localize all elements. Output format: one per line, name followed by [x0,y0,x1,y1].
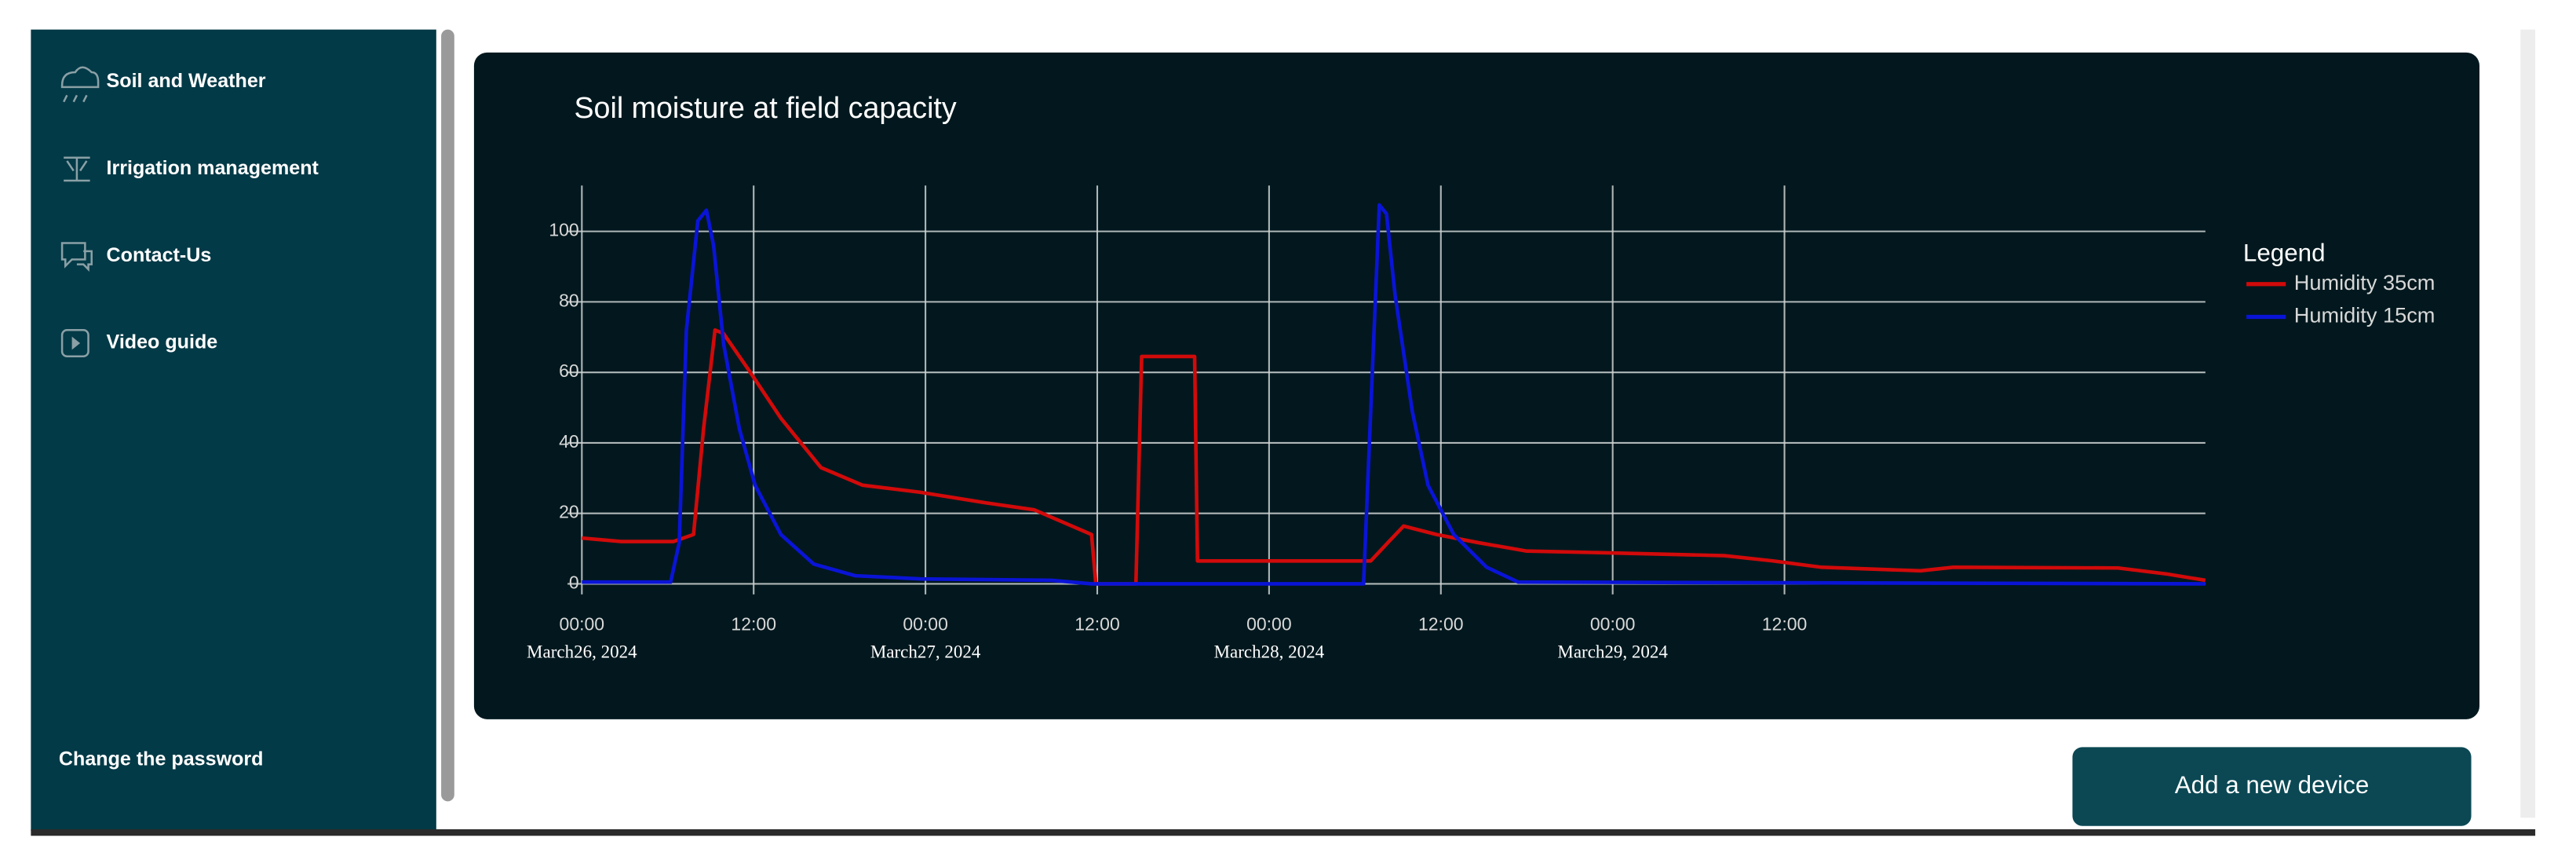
y-tick-label: 80 [559,290,579,310]
x-date-label: March28, 2024 [1214,642,1325,661]
x-date-label: March27, 2024 [870,642,981,661]
y-tick-label: 60 [559,360,579,381]
bottom-border [31,829,2536,836]
x-tick-label: 12:00 [1075,614,1120,635]
video-icon [60,329,89,357]
sidebar [31,29,436,832]
x-date-label: March29, 2024 [1557,642,1668,661]
x-tick-label: 00:00 [903,614,948,635]
nav-item[interactable]: Contact-Us [107,244,212,266]
legend-title: Legend [2243,239,2326,266]
y-tick-label: 20 [559,502,579,522]
x-date-label: March26, 2024 [527,642,637,661]
y-tick-label: 0 [569,573,579,593]
chart-title: Soil moisture at field capacity [574,91,956,124]
x-tick-label: 12:00 [1418,614,1464,635]
page-scrollbar[interactable] [2520,29,2536,818]
nav-item[interactable]: Soil and Weather [107,70,266,92]
x-tick-label: 00:00 [1246,614,1292,635]
series-line [582,203,2206,586]
contact-icon [60,242,93,272]
x-tick-label: 00:00 [1590,614,1636,635]
change-password[interactable]: Change the password [59,748,264,770]
nav-item[interactable]: Video guide [107,331,218,353]
x-tick-label: 00:00 [560,614,605,635]
legend-label: Humidity 15cm [2294,303,2436,327]
y-tick-label: 40 [559,431,579,452]
y-tick-label: 100 [549,220,578,240]
add-device-button[interactable] [2072,747,2472,826]
chart-panel [473,52,2479,719]
x-tick-label: 12:00 [1762,614,1808,635]
sidebar-scrollbar[interactable] [441,29,454,802]
add-device-label[interactable]: Add a new device [2175,771,2370,799]
x-tick-label: 12:00 [731,614,776,635]
sidebar-icons [60,66,100,357]
irrigation-icon [64,156,90,182]
video-icon-play [71,336,81,350]
plot: 0 20 40 60 80 100 00:00 March26, 2024 12:00 00:00… [527,185,2435,661]
nav-item[interactable]: Irrigation management [107,157,319,179]
legend-label: Humidity 35cm [2294,270,2436,294]
weather-icon [60,66,100,103]
